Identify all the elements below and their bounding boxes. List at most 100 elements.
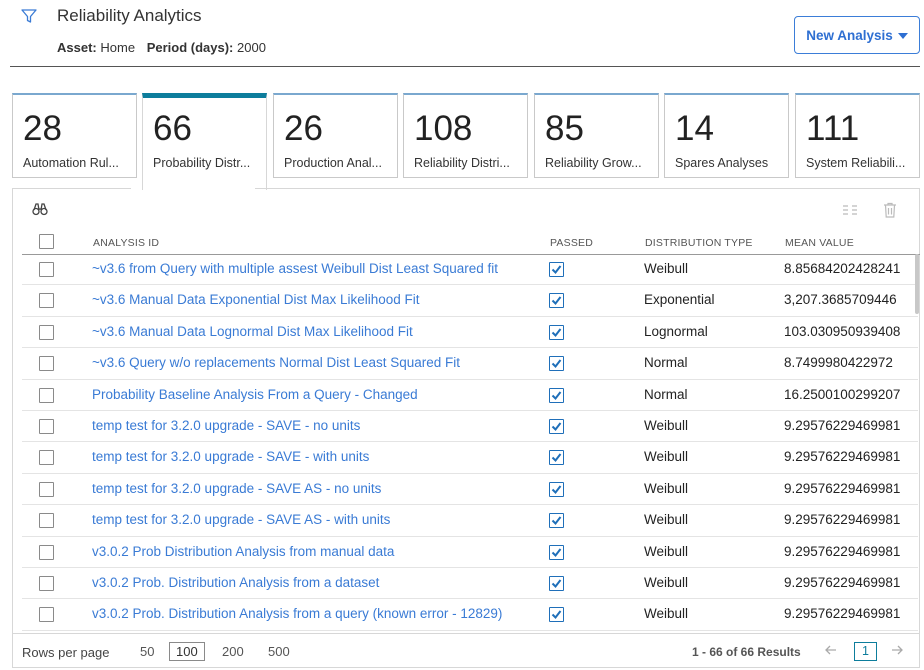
panel-border xyxy=(12,188,131,189)
column-header-analysis-id[interactable]: ANALYSIS ID xyxy=(93,237,160,249)
results-count: 1 - 66 of 66 Results xyxy=(692,645,801,659)
analysis-id-link[interactable]: v3.0.2 Prob. Distribution Analysis from … xyxy=(92,606,503,622)
current-page-indicator[interactable]: 1 xyxy=(854,642,877,661)
column-header-mean-value[interactable]: MEAN VALUE xyxy=(785,237,854,249)
passed-checkbox[interactable] xyxy=(549,481,564,497)
table-row[interactable]: temp test for 3.2.0 upgrade - SAVE AS - … xyxy=(22,505,918,537)
mean-value-cell: 9.29576229469981 xyxy=(784,606,901,622)
table-row[interactable]: ~v3.6 Manual Data Lognormal Dist Max Lik… xyxy=(22,317,918,349)
passed-checkbox[interactable] xyxy=(549,576,564,591)
row-select-checkbox[interactable] xyxy=(39,607,54,623)
tile-system-reliability[interactable]: 111 System Reliabili... xyxy=(795,93,920,178)
analysis-id-link[interactable]: v3.0.2 Prob. Distribution Analysis from … xyxy=(92,575,380,590)
row-select-checkbox[interactable] xyxy=(39,576,54,591)
analysis-id-link[interactable]: temp test for 3.2.0 upgrade - SAVE AS - … xyxy=(92,512,391,528)
arrow-left-icon[interactable] xyxy=(824,643,838,657)
table-row[interactable]: v3.0.2 Prob Distribution Analysis from m… xyxy=(22,537,918,568)
row-select-checkbox[interactable] xyxy=(39,356,54,372)
analysis-id-link[interactable]: temp test for 3.2.0 upgrade - SAVE AS - … xyxy=(92,480,382,496)
tile-label: Spares Analyses xyxy=(675,156,769,170)
asset-value: Home xyxy=(100,40,136,55)
table-row[interactable]: temp test for 3.2.0 upgrade - SAVE - no … xyxy=(22,411,918,443)
row-select-checkbox[interactable] xyxy=(39,293,54,309)
passed-checkbox[interactable] xyxy=(549,324,564,340)
analysis-id-link[interactable]: ~v3.6 Manual Data Exponential Dist Max L… xyxy=(92,292,420,308)
tile-count: 108 xyxy=(414,109,473,148)
table-row[interactable]: temp test for 3.2.0 upgrade - SAVE - wit… xyxy=(22,442,918,474)
analysis-id-link[interactable]: Probability Baseline Analysis From a Que… xyxy=(92,386,418,402)
distribution-type-cell: Normal xyxy=(644,386,688,402)
passed-checkbox[interactable] xyxy=(549,356,564,372)
new-analysis-button[interactable]: New Analysis xyxy=(794,16,920,54)
column-header-passed[interactable]: PASSED xyxy=(550,237,594,249)
mean-value-cell: 9.29576229469981 xyxy=(784,512,901,528)
row-select-checkbox[interactable] xyxy=(39,450,54,466)
row-select-checkbox[interactable] xyxy=(39,481,54,497)
analysis-id-link[interactable]: temp test for 3.2.0 upgrade - SAVE - wit… xyxy=(92,449,370,465)
rows-per-page-option-200[interactable]: 200 xyxy=(222,644,244,659)
passed-checkbox[interactable] xyxy=(549,544,564,560)
checkmark-icon xyxy=(551,516,562,526)
mean-value-cell: 9.29576229469981 xyxy=(784,449,901,465)
rows-per-page-option-100[interactable]: 100 xyxy=(169,642,205,661)
tile-reliability-distribution[interactable]: 108 Reliability Distri... xyxy=(403,93,528,178)
table-row[interactable]: temp test for 3.2.0 upgrade - SAVE AS - … xyxy=(22,474,918,506)
binoculars-icon[interactable] xyxy=(32,202,48,216)
mean-value-cell: 103.030950939408 xyxy=(784,323,901,339)
checkmark-icon xyxy=(551,265,562,275)
tile-label: Production Anal... xyxy=(284,156,382,170)
tile-label: Probability Distr... xyxy=(153,156,251,170)
tile-reliability-growth[interactable]: 85 Reliability Grow... xyxy=(534,93,659,178)
distribution-type-cell: Weibull xyxy=(644,575,689,590)
arrow-right-icon[interactable] xyxy=(890,643,904,657)
vertical-scrollbar[interactable] xyxy=(915,254,919,314)
table-row[interactable]: Probability Baseline Analysis From a Que… xyxy=(22,380,918,411)
tile-spares-analyses[interactable]: 14 Spares Analyses xyxy=(664,93,789,178)
rows-per-page-option-500[interactable]: 500 xyxy=(268,644,290,659)
mean-value-cell: 8.85684202428241 xyxy=(784,261,901,276)
passed-checkbox[interactable] xyxy=(549,513,564,529)
checkmark-icon xyxy=(551,485,562,494)
table-row[interactable]: v3.0.2 Prob. Distribution Analysis from … xyxy=(22,599,918,631)
tile-probability-distribution[interactable]: 66 Probability Distr... xyxy=(142,93,267,190)
passed-checkbox[interactable] xyxy=(549,262,564,277)
asset-label: Asset: xyxy=(57,40,97,55)
table-row[interactable]: ~v3.6 from Query with multiple assest We… xyxy=(22,254,918,286)
distribution-type-cell: Weibull xyxy=(644,418,689,433)
analysis-id-link[interactable]: ~v3.6 from Query with multiple assest We… xyxy=(92,261,499,276)
table-row[interactable]: ~v3.6 Query w/o replacements Normal Dist… xyxy=(22,348,918,380)
mean-value-cell: 3,207.3685709446 xyxy=(784,292,897,308)
passed-checkbox[interactable] xyxy=(549,293,564,309)
row-select-checkbox[interactable] xyxy=(39,387,54,403)
table-row[interactable]: v3.0.2 Prob. Distribution Analysis from … xyxy=(22,568,918,600)
passed-checkbox[interactable] xyxy=(549,387,564,403)
table-footer: Rows per page 50 100 200 500 1 - 66 of 6… xyxy=(12,633,920,668)
analysis-id-link[interactable]: v3.0.2 Prob Distribution Analysis from m… xyxy=(92,543,395,559)
column-header-distribution-type[interactable]: DISTRIBUTION TYPE xyxy=(645,237,753,249)
row-select-checkbox[interactable] xyxy=(39,513,54,529)
row-select-checkbox[interactable] xyxy=(39,324,54,340)
passed-checkbox[interactable] xyxy=(549,419,564,434)
checkmark-icon xyxy=(551,390,562,400)
analysis-id-link[interactable]: temp test for 3.2.0 upgrade - SAVE - no … xyxy=(92,418,361,433)
row-select-checkbox[interactable] xyxy=(39,544,54,560)
tile-label: Automation Rul... xyxy=(23,156,119,170)
columns-icon[interactable] xyxy=(842,204,858,216)
tile-automation-rules[interactable]: 28 Automation Rul... xyxy=(12,93,137,178)
tile-production-analyses[interactable]: 26 Production Anal... xyxy=(273,93,398,178)
row-select-checkbox[interactable] xyxy=(39,419,54,434)
analysis-id-link[interactable]: ~v3.6 Manual Data Lognormal Dist Max Lik… xyxy=(92,323,413,339)
trash-icon[interactable] xyxy=(883,202,897,218)
passed-checkbox[interactable] xyxy=(549,607,564,623)
distribution-type-cell: Normal xyxy=(644,355,688,371)
rows-per-page-label: Rows per page xyxy=(22,645,110,660)
select-all-checkbox[interactable] xyxy=(39,234,54,249)
mean-value-cell: 9.29576229469981 xyxy=(784,575,901,590)
table-row[interactable]: ~v3.6 Manual Data Exponential Dist Max L… xyxy=(22,285,918,317)
row-select-checkbox[interactable] xyxy=(39,262,54,277)
passed-checkbox[interactable] xyxy=(549,450,564,466)
filter-icon[interactable] xyxy=(20,7,38,25)
mean-value-cell: 8.7499980422972 xyxy=(784,355,893,371)
rows-per-page-option-50[interactable]: 50 xyxy=(140,644,155,659)
analysis-id-link[interactable]: ~v3.6 Query w/o replacements Normal Dist… xyxy=(92,355,461,371)
